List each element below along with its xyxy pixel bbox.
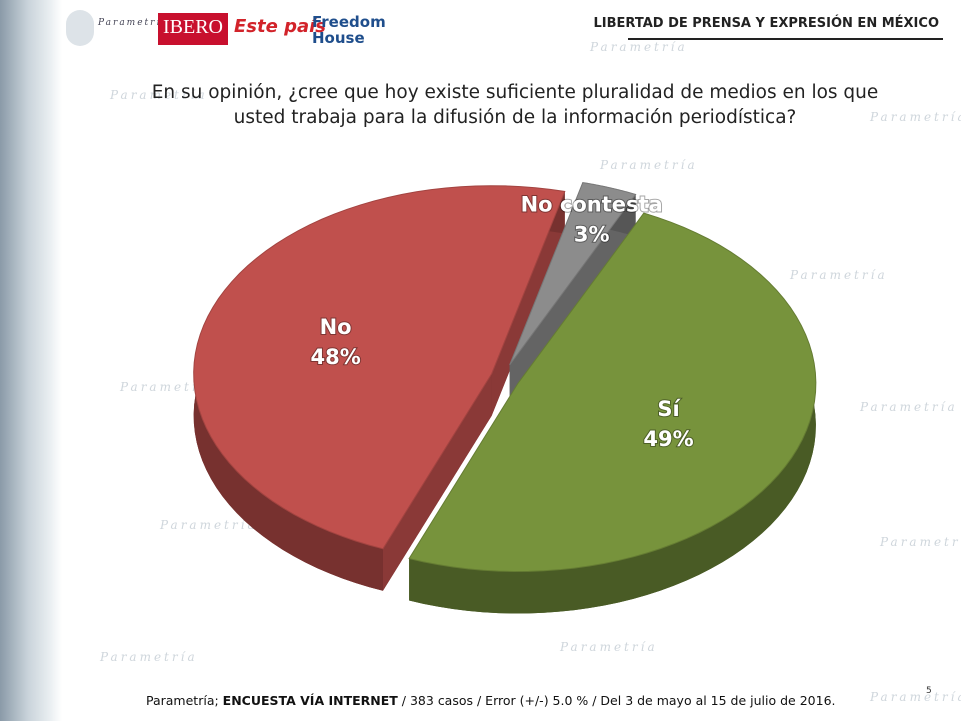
watermark: Parametría — [560, 640, 658, 654]
watermark: Parametría — [870, 110, 961, 124]
slice — [193, 185, 566, 550]
watermark: Parametría — [790, 268, 888, 282]
section-title: LIBERTAD DE PRENSA Y EXPRESIÓN EN MÉXICO — [593, 16, 940, 31]
slice-label: No — [320, 315, 352, 339]
slice-value-label: 48% — [310, 345, 360, 369]
watermark: Parametría — [110, 88, 208, 102]
watermark: Parametría — [870, 690, 961, 704]
logo-text: Parametría — [98, 18, 169, 28]
watermark: Parametría — [160, 518, 258, 532]
footer-method: ENCUESTA VÍA INTERNET — [222, 693, 398, 708]
slice-value-label: 49% — [643, 427, 693, 451]
footer-source: Parametría; — [146, 693, 219, 708]
logo-freedomhouse: Freedom House — [312, 13, 386, 47]
watermark: Parametría — [120, 380, 218, 394]
chart-title: En su opinión, ¿cree que hoy existe sufi… — [151, 82, 879, 128]
watermark: Parametría — [600, 158, 698, 172]
page-number: 5 — [926, 686, 932, 696]
decor-strip — [0, 0, 62, 721]
logo-ibero: IBERO — [158, 13, 228, 45]
watermark: Parametría — [100, 650, 198, 664]
watermark: Parametría — [590, 40, 688, 54]
section-rule — [628, 38, 943, 40]
slice — [509, 181, 637, 366]
slice-label: No contesta — [521, 193, 663, 217]
footer: Parametría; ENCUESTA VÍA INTERNET / 383 … — [146, 693, 836, 708]
slice — [408, 212, 817, 572]
slice-side — [409, 213, 816, 614]
slice-value-label: 3% — [574, 223, 610, 247]
watermark: Parametría — [860, 400, 958, 414]
footer-details: / 383 casos / Error (+/-) 5.0 % / Del 3 … — [401, 693, 836, 708]
slice-side — [382, 373, 492, 591]
logo-estepais: Este país — [234, 16, 327, 37]
slice-label: Sí — [657, 397, 681, 421]
logo-parametria: Parametría — [66, 10, 167, 50]
slice-side — [491, 191, 565, 416]
watermark: Parametría — [880, 535, 961, 549]
